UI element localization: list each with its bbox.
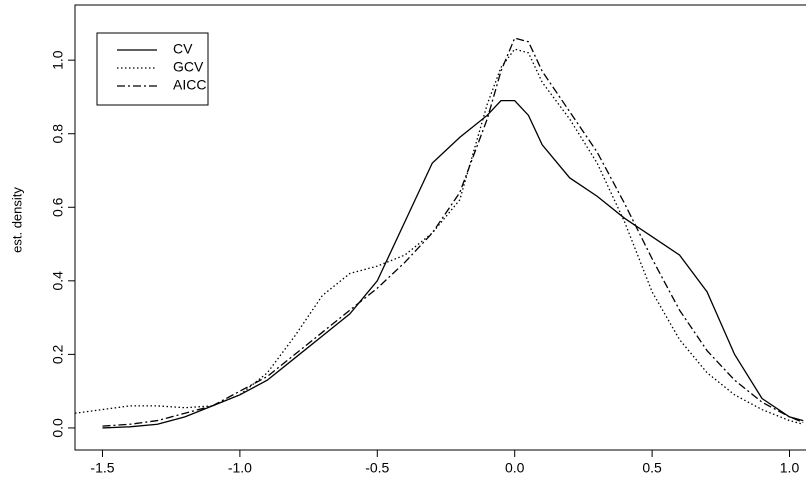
legend-box xyxy=(96,32,209,106)
legend-label: CV xyxy=(173,41,193,57)
y-tick-label: 0.2 xyxy=(50,344,66,364)
x-tick-label: 0.5 xyxy=(642,460,662,476)
x-tick-label: -1.5 xyxy=(90,460,114,476)
density-line xyxy=(102,99,804,429)
density-line xyxy=(74,48,804,425)
y-tick-label: 0.6 xyxy=(50,197,66,217)
y-tick-label: 0.0 xyxy=(50,418,66,438)
x-tick-label: 1.0 xyxy=(780,460,800,476)
x-tick-label: -0.5 xyxy=(365,460,389,476)
x-tick-label: -1.0 xyxy=(228,460,252,476)
legend-label: AICC xyxy=(173,77,206,93)
legend-label: GCV xyxy=(173,59,204,75)
y-tick-label: 0.4 xyxy=(50,271,66,291)
density-line xyxy=(102,37,804,427)
y-axis-label: est. density xyxy=(9,187,24,253)
y-tick-label: 0.8 xyxy=(50,124,66,144)
y-tick-label: 1.0 xyxy=(50,50,66,70)
x-tick-label: 0.0 xyxy=(505,460,525,476)
